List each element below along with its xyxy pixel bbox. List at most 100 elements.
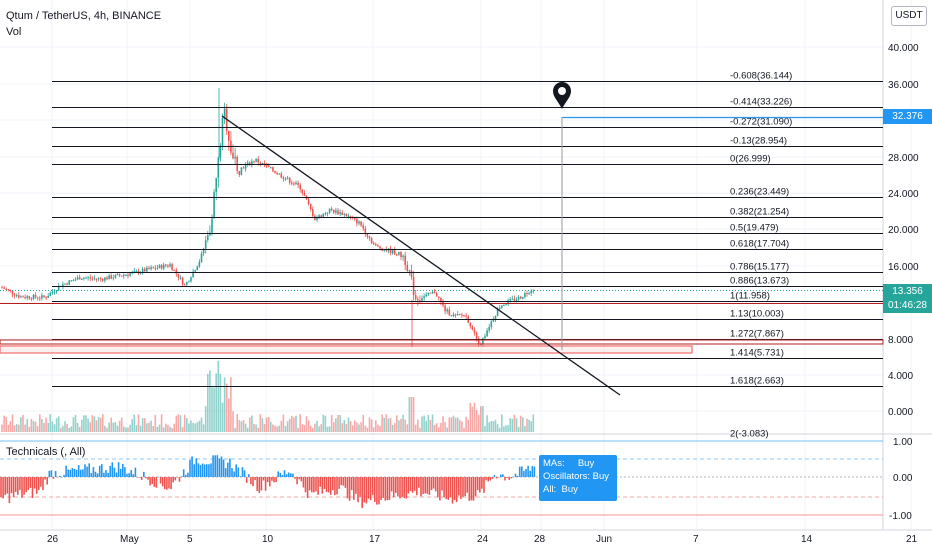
osc-bar xyxy=(237,467,240,477)
volume-bar xyxy=(431,414,434,432)
volume-bar xyxy=(383,417,385,432)
technicals-label[interactable]: Technicals (, All) xyxy=(6,446,86,458)
volume-bar xyxy=(179,415,182,432)
volume-bar xyxy=(288,418,291,432)
currency-button[interactable]: USDT xyxy=(891,6,927,26)
candle-body xyxy=(261,163,264,165)
osc-bar xyxy=(376,477,378,505)
volume-bar xyxy=(116,425,119,432)
volume-bar xyxy=(118,420,121,432)
osc-bar xyxy=(422,477,424,495)
volume-bar xyxy=(496,424,499,432)
volume-bar xyxy=(5,417,7,432)
volume-bar xyxy=(469,402,472,432)
osc-bar xyxy=(113,467,116,477)
candle-body xyxy=(22,296,24,298)
osc-bar xyxy=(514,473,517,477)
technicals-oscillator xyxy=(0,440,883,516)
osc-bar xyxy=(329,477,332,495)
candle-body xyxy=(110,275,112,279)
volume-bar xyxy=(135,425,138,432)
volume-bar xyxy=(501,414,503,432)
osc-bar xyxy=(346,477,349,499)
volume-bar xyxy=(320,424,322,432)
volume-bar xyxy=(484,426,486,432)
osc-bar xyxy=(308,477,311,491)
osc-bar xyxy=(164,477,166,490)
volume-bar xyxy=(316,420,318,432)
osc-bar xyxy=(203,464,206,477)
osc-bar xyxy=(42,477,44,491)
candle-body xyxy=(232,152,234,159)
osc-bar xyxy=(262,477,265,481)
volume-bar xyxy=(490,420,493,432)
volume-bar xyxy=(532,414,535,432)
volume-bar xyxy=(173,423,175,432)
osc-bar xyxy=(157,476,160,478)
volume-bar xyxy=(225,383,228,432)
volume-bar xyxy=(444,422,446,432)
candle-body xyxy=(169,264,171,267)
osc-bar xyxy=(388,477,391,500)
volume-bar xyxy=(530,421,532,432)
volume-label[interactable]: Vol xyxy=(6,26,22,38)
volume-bar xyxy=(333,422,335,432)
candle-body xyxy=(322,213,325,217)
candle-body xyxy=(246,162,249,165)
osc-bar xyxy=(105,470,107,477)
osc-bar xyxy=(73,468,76,477)
candle-body xyxy=(78,277,81,280)
volume-bar xyxy=(177,414,180,432)
osc-bar xyxy=(365,477,368,504)
volume-bar xyxy=(337,414,339,432)
osc-bar xyxy=(155,477,158,488)
candle-body xyxy=(217,157,220,178)
osc-bar xyxy=(266,477,269,483)
osc-bar xyxy=(416,477,418,496)
volume-bars xyxy=(1,360,535,432)
volume-bar xyxy=(345,423,348,432)
osc-bar xyxy=(48,470,51,477)
candle-body xyxy=(433,291,436,294)
volume-bar xyxy=(425,420,427,432)
volume-bar xyxy=(188,423,190,432)
candle-body xyxy=(76,277,79,280)
support-zone-box xyxy=(0,345,693,354)
osc-bar xyxy=(117,462,120,477)
osc-bar xyxy=(405,477,408,499)
fibonacci-retracement[interactable]: -0.608(36.144) -0.414(33.226) -0.272(31.09… xyxy=(0,71,884,440)
volume-bar xyxy=(72,417,75,432)
osc-axis-tick: -1.00 xyxy=(889,511,912,522)
candle-body xyxy=(345,213,348,217)
volume-bar xyxy=(358,424,360,432)
candle-body xyxy=(314,215,316,221)
candle-body xyxy=(341,212,343,216)
osc-bar xyxy=(437,477,439,498)
candle-body xyxy=(177,273,180,278)
osc-bar xyxy=(258,477,261,494)
osc-bar xyxy=(35,477,38,494)
symbol-title[interactable]: Qtum / TetherUS, 4h, BINANCE xyxy=(6,10,162,22)
candle-body xyxy=(473,329,476,334)
candle-body xyxy=(421,298,423,301)
osc-bar xyxy=(109,465,111,477)
candle-body xyxy=(496,309,499,317)
volume-bar xyxy=(165,423,167,432)
volume-bar xyxy=(137,414,140,432)
candle-body xyxy=(498,307,501,310)
osc-bar xyxy=(521,466,523,477)
osc-bar xyxy=(300,477,303,482)
candle-body xyxy=(356,218,358,224)
osc-bar xyxy=(119,468,122,477)
map-pin-icon xyxy=(553,82,571,109)
volume-bar xyxy=(274,425,276,432)
candle-body xyxy=(526,293,528,295)
candle-body xyxy=(127,274,129,276)
candle-body xyxy=(446,309,448,312)
osc-bar xyxy=(306,477,309,499)
drawings[interactable] xyxy=(221,82,883,396)
volume-bar xyxy=(217,360,220,432)
price-axis-tick: 16.000 xyxy=(888,262,919,273)
osc-bar xyxy=(27,477,30,491)
